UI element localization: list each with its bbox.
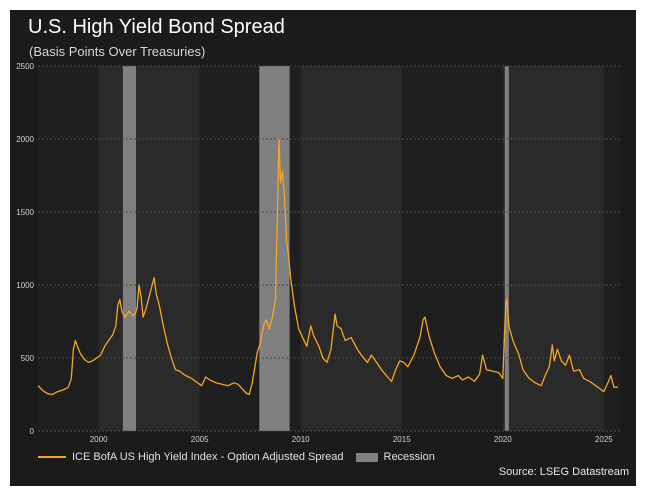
legend-series-label: ICE BofA US High Yield Index - Option Ad… [72, 451, 344, 463]
chart-subtitle: (Basis Points Over Treasuries) [29, 44, 206, 59]
chart-title: U.S. High Yield Bond Spread [28, 16, 285, 38]
x-tick-label: 2025 [595, 435, 613, 444]
x-tick-label: 2010 [292, 435, 310, 444]
year-band [603, 66, 620, 431]
recession-bar [504, 66, 509, 431]
spread-series-line [37, 138, 618, 396]
year-band [401, 66, 503, 431]
x-tick-label: 2020 [494, 435, 512, 444]
legend-recession-swatch [355, 452, 378, 462]
x-tick-label: 2005 [191, 435, 209, 444]
year-band [38, 66, 99, 431]
recession-bar [259, 66, 290, 431]
y-tick-label: 1500 [16, 208, 34, 217]
y-axis-ticks: 0 500 1000 1500 2000 2500 [16, 62, 34, 436]
y-tick-label: 2500 [16, 62, 34, 71]
y-tick-label: 1000 [16, 281, 34, 290]
source-note: Source: LSEG Datastream [498, 466, 629, 478]
x-axis-ticks: 2000 2005 2010 2015 2020 2025 [90, 435, 614, 444]
year-band [502, 66, 604, 431]
grid-lines [38, 65, 620, 432]
legend-series-swatch [38, 456, 66, 458]
recession-shading [122, 66, 509, 431]
legend: ICE BofA US High Yield Index - Option Ad… [38, 451, 435, 463]
x-tick-label: 2015 [393, 435, 411, 444]
x-tick-label: 2000 [90, 435, 108, 444]
y-tick-label: 0 [30, 427, 35, 436]
year-band [98, 66, 200, 431]
y-tick-label: 2000 [16, 135, 34, 144]
recession-bar [122, 66, 137, 431]
year-band [300, 66, 402, 431]
y-tick-label: 500 [21, 354, 35, 363]
year-bands [38, 66, 620, 431]
legend-recession-label: Recession [383, 451, 435, 463]
